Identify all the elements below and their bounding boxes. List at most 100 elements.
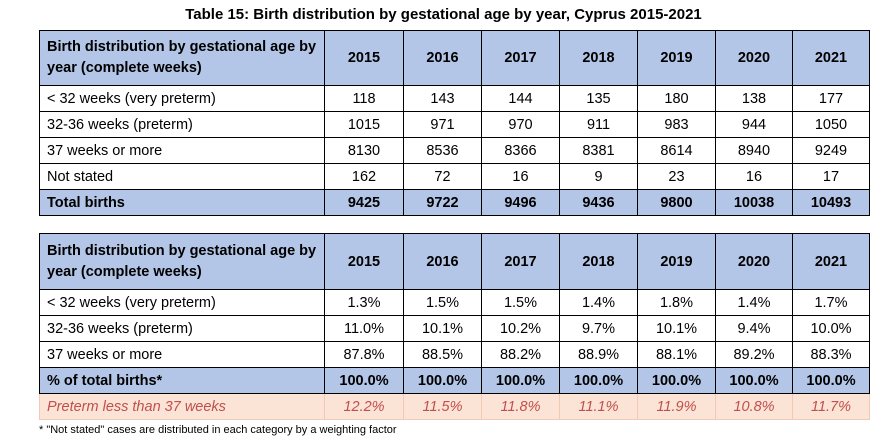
- cell: 100.0%: [637, 367, 716, 394]
- table-row: < 32 weeks (very preterm) 1.3% 1.5% 1.5%…: [39, 289, 870, 316]
- total-row: % of total births* 100.0% 100.0% 100.0% …: [39, 367, 870, 394]
- year-header: 2020: [715, 233, 793, 290]
- cell: 11.5%: [403, 393, 482, 420]
- cell: 10.8%: [715, 393, 793, 420]
- table-row: 32-36 weeks (preterm) 1015 971 970 911 9…: [39, 111, 870, 138]
- cell: 9800: [637, 189, 716, 216]
- cell: 16: [715, 163, 793, 190]
- cell: 10038: [715, 189, 793, 216]
- year-header: 2015: [324, 233, 404, 290]
- cell: 11.7%: [792, 393, 870, 420]
- cell: 87.8%: [324, 341, 404, 368]
- table-row: < 32 weeks (very preterm) 118 143 144 13…: [39, 85, 870, 112]
- cell: 11.8%: [481, 393, 560, 420]
- cell: 1.7%: [792, 289, 870, 316]
- cell: 1050: [792, 111, 870, 138]
- cell: 162: [324, 163, 404, 190]
- cell: 23: [637, 163, 716, 190]
- table-row: 37 weeks or more 8130 8536 8366 8381 861…: [39, 137, 870, 164]
- row-label: Not stated: [39, 163, 325, 190]
- cell: 88.2%: [481, 341, 560, 368]
- year-header: 2019: [637, 30, 716, 86]
- row-label: < 32 weeks (very preterm): [39, 289, 325, 316]
- cell: 180: [637, 85, 716, 112]
- cell: 11.1%: [559, 393, 638, 420]
- cell: 89.2%: [715, 341, 793, 368]
- cell: 100.0%: [481, 367, 560, 394]
- table-row: Not stated 162 72 16 9 23 16 17: [39, 163, 870, 190]
- year-header: 2021: [792, 233, 870, 290]
- row-label: 32-36 weeks (preterm): [39, 315, 325, 342]
- cell: 1.5%: [403, 289, 482, 316]
- cell: 11.0%: [324, 315, 404, 342]
- cell: 9722: [403, 189, 482, 216]
- total-row: Total births 9425 9722 9496 9436 9800 10…: [39, 189, 870, 216]
- cell: 100.0%: [559, 367, 638, 394]
- row-label: Total births: [39, 189, 325, 216]
- table-title: Table 15: Birth distribution by gestatio…: [185, 6, 702, 23]
- cell: 177: [792, 85, 870, 112]
- births-percent-table: Birth distribution by gestational age by…: [39, 233, 870, 420]
- cell: 72: [403, 163, 482, 190]
- cell: 10493: [792, 189, 870, 216]
- cell: 1.8%: [637, 289, 716, 316]
- cell: 100.0%: [403, 367, 482, 394]
- year-header: 2018: [559, 233, 638, 290]
- cell: 911: [559, 111, 638, 138]
- cell: 118: [324, 85, 404, 112]
- cell: 1.4%: [715, 289, 793, 316]
- year-header: 2016: [403, 30, 482, 86]
- year-header: 2020: [715, 30, 793, 86]
- cell: 12.2%: [324, 393, 404, 420]
- cell: 88.9%: [559, 341, 638, 368]
- cell: 970: [481, 111, 560, 138]
- cell: 10.1%: [637, 315, 716, 342]
- cell: 100.0%: [792, 367, 870, 394]
- row-label: Preterm less than 37 weeks: [39, 393, 325, 420]
- cell: 138: [715, 85, 793, 112]
- cell: 88.3%: [792, 341, 870, 368]
- row-label: < 32 weeks (very preterm): [39, 85, 325, 112]
- cell: 8940: [715, 137, 793, 164]
- year-header: 2021: [792, 30, 870, 86]
- cell: 1015: [324, 111, 404, 138]
- cell: 8614: [637, 137, 716, 164]
- preterm-row: Preterm less than 37 weeks 12.2% 11.5% 1…: [39, 393, 870, 420]
- row-label: % of total births*: [39, 367, 325, 394]
- cell: 8366: [481, 137, 560, 164]
- cell: 9: [559, 163, 638, 190]
- table-row: 32-36 weeks (preterm) 11.0% 10.1% 10.2% …: [39, 315, 870, 342]
- header-row: Birth distribution by gestational age by…: [39, 30, 870, 86]
- cell: 8130: [324, 137, 404, 164]
- cell: 9.4%: [715, 315, 793, 342]
- cell: 143: [403, 85, 482, 112]
- cell: 9496: [481, 189, 560, 216]
- header-row: Birth distribution by gestational age by…: [39, 233, 870, 290]
- header-label: Birth distribution by gestational age by…: [39, 30, 325, 86]
- cell: 10.2%: [481, 315, 560, 342]
- cell: 1.3%: [324, 289, 404, 316]
- cell: 983: [637, 111, 716, 138]
- cell: 10.1%: [403, 315, 482, 342]
- cell: 971: [403, 111, 482, 138]
- year-header: 2016: [403, 233, 482, 290]
- cell: 16: [481, 163, 560, 190]
- cell: 10.0%: [792, 315, 870, 342]
- row-label: 37 weeks or more: [39, 341, 325, 368]
- cell: 1.4%: [559, 289, 638, 316]
- cell: 144: [481, 85, 560, 112]
- year-header: 2017: [481, 233, 560, 290]
- cell: 100.0%: [715, 367, 793, 394]
- cell: 1.5%: [481, 289, 560, 316]
- year-header: 2017: [481, 30, 560, 86]
- cell: 17: [792, 163, 870, 190]
- year-header: 2019: [637, 233, 716, 290]
- cell: 9.7%: [559, 315, 638, 342]
- cell: 11.9%: [637, 393, 716, 420]
- cell: 88.5%: [403, 341, 482, 368]
- table-row: 37 weeks or more 87.8% 88.5% 88.2% 88.9%…: [39, 341, 870, 368]
- cell: 944: [715, 111, 793, 138]
- year-header: 2018: [559, 30, 638, 86]
- cell: 135: [559, 85, 638, 112]
- cell: 9249: [792, 137, 870, 164]
